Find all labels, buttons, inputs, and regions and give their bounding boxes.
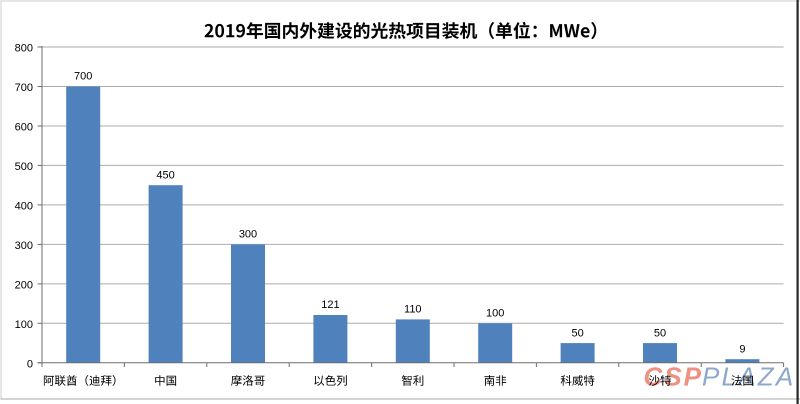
svg-text:100: 100	[486, 308, 504, 320]
svg-text:50: 50	[654, 327, 666, 339]
svg-text:700: 700	[15, 82, 33, 94]
svg-text:800: 800	[15, 43, 33, 55]
svg-text:50: 50	[571, 327, 583, 339]
svg-text:121: 121	[321, 299, 339, 311]
svg-text:400: 400	[15, 200, 33, 212]
svg-text:300: 300	[15, 240, 33, 252]
svg-text:110: 110	[404, 304, 422, 316]
svg-text:500: 500	[15, 161, 33, 173]
svg-text:300: 300	[239, 229, 257, 241]
svg-text:9: 9	[739, 343, 745, 355]
svg-text:100: 100	[15, 319, 33, 331]
svg-text:600: 600	[15, 122, 33, 134]
svg-text:450: 450	[156, 169, 174, 181]
svg-text:700: 700	[74, 71, 92, 83]
svg-text:0: 0	[27, 358, 33, 370]
svg-text:200: 200	[15, 279, 33, 291]
svg-text:CSP: CSP	[644, 362, 703, 392]
